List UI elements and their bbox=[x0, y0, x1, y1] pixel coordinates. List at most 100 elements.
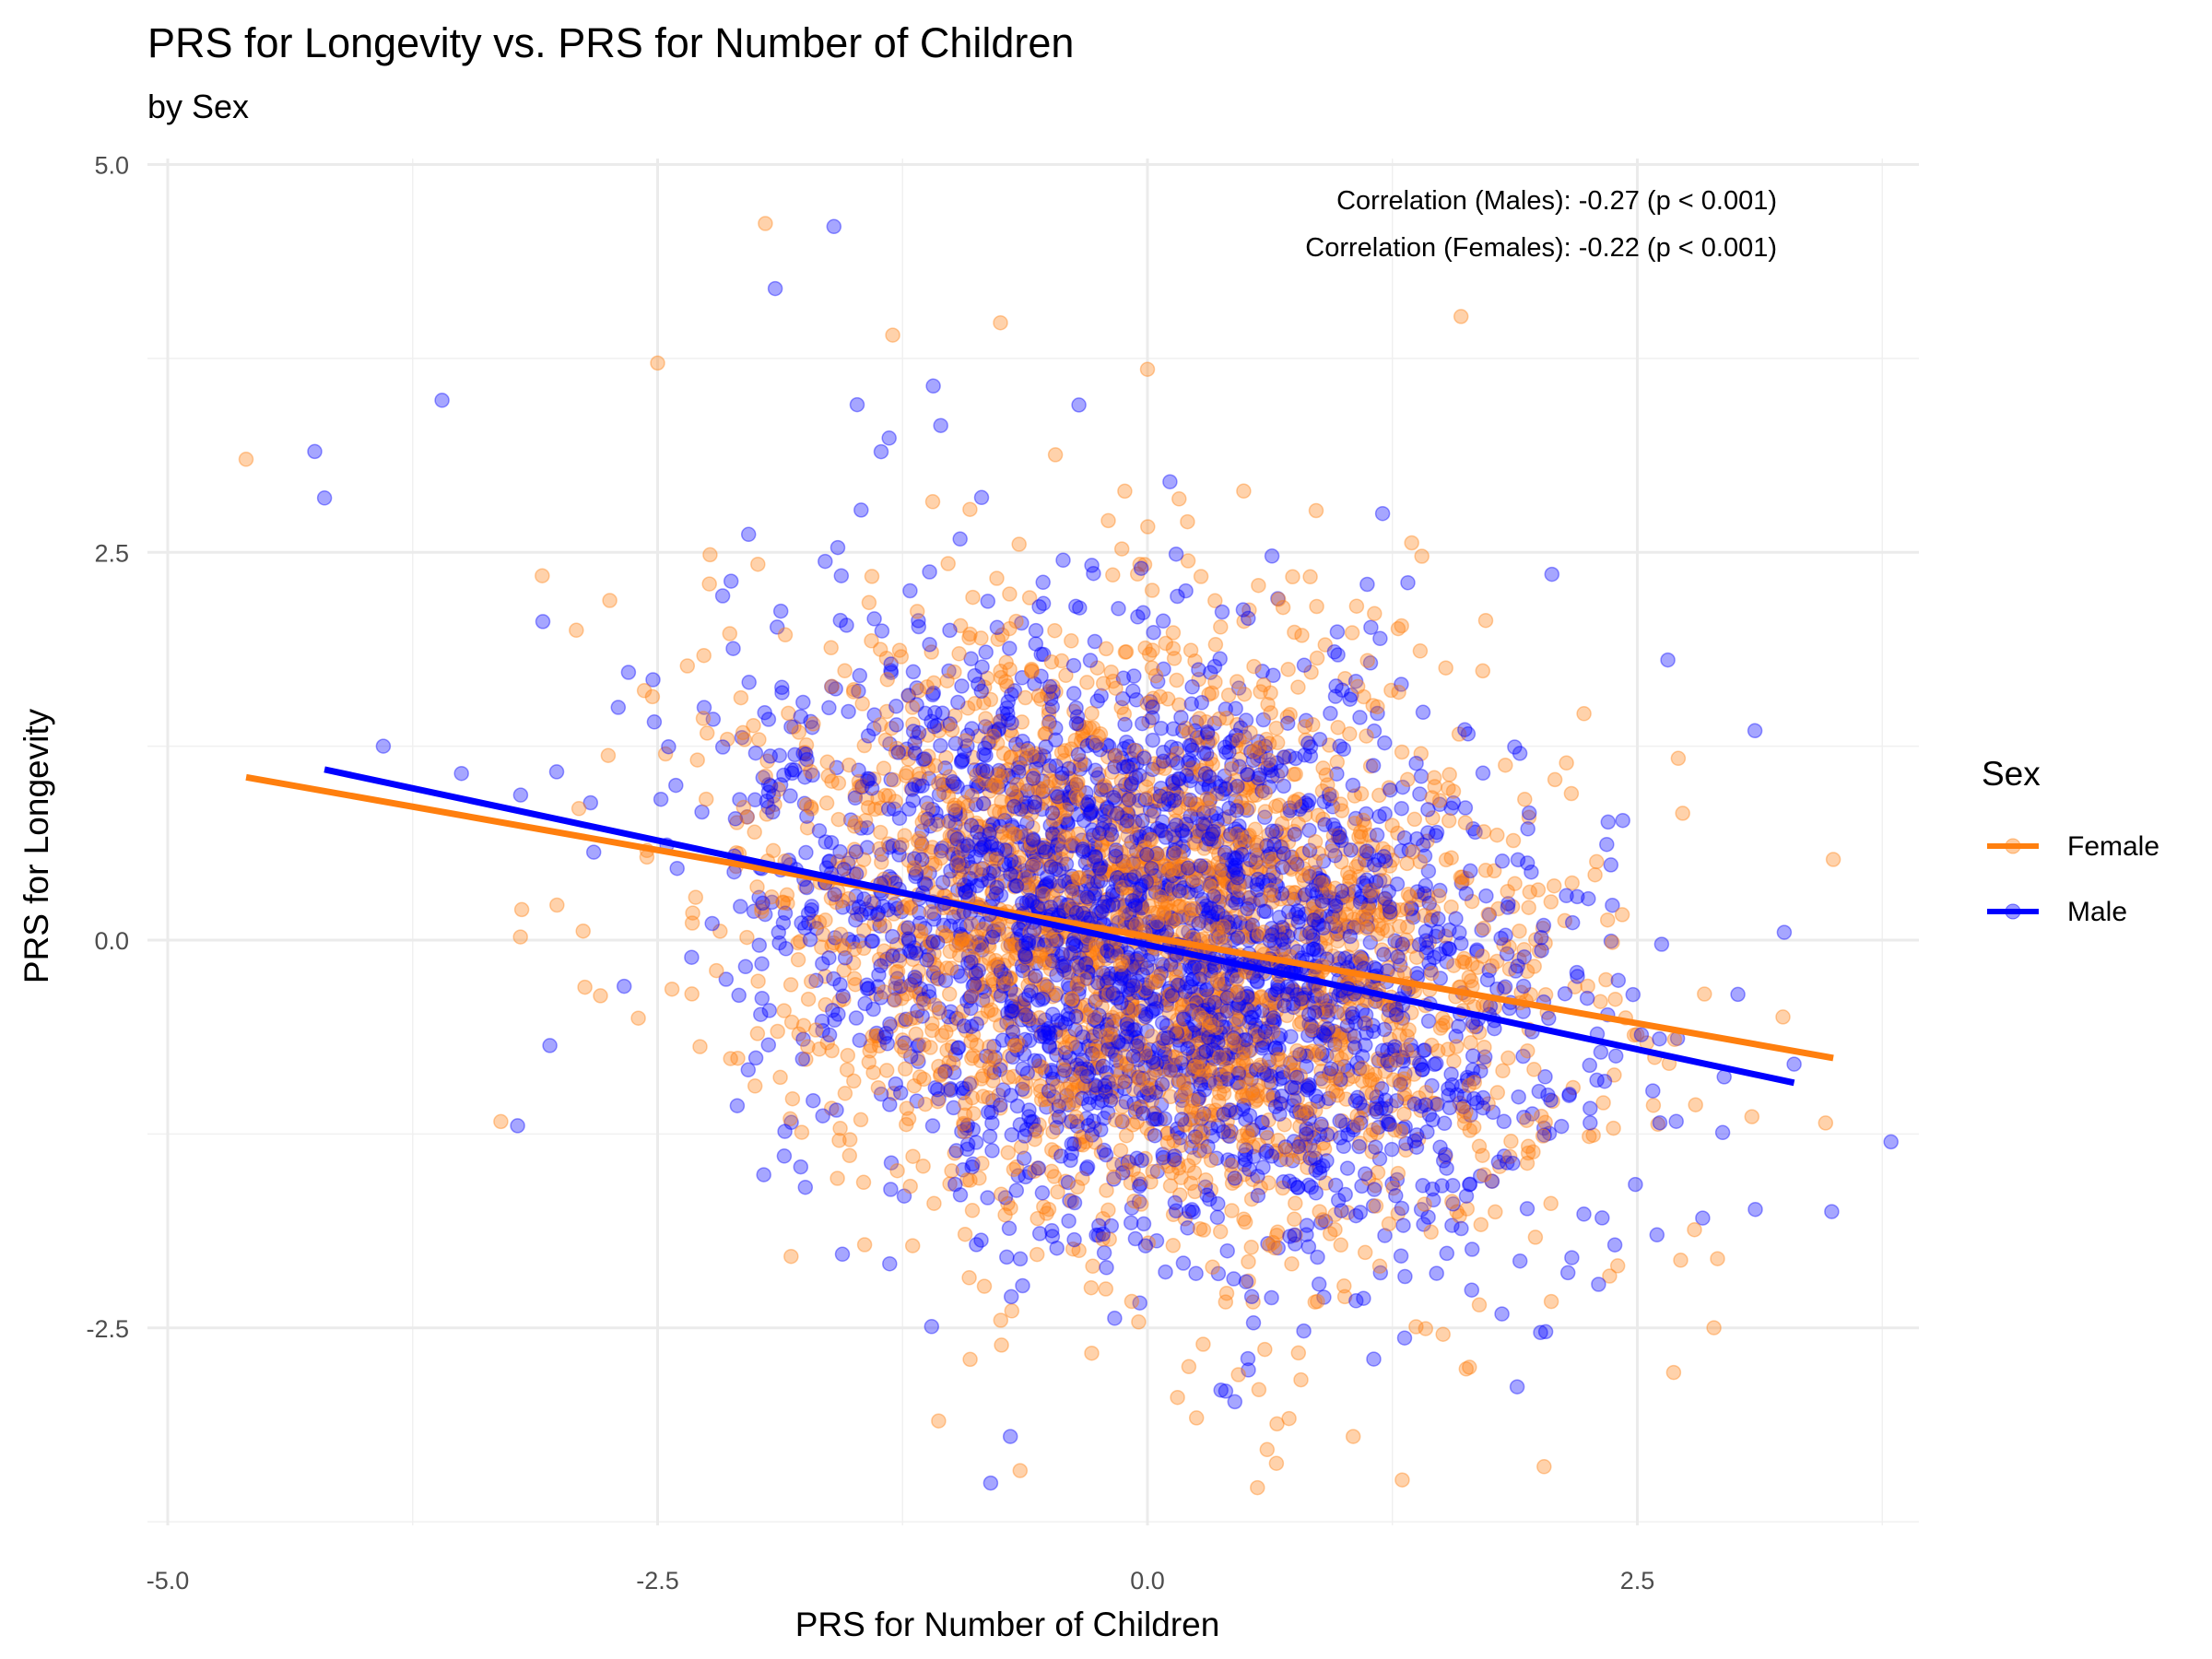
data-point-male bbox=[1175, 1009, 1192, 1026]
data-point-male bbox=[1063, 946, 1079, 962]
data-point-male bbox=[1256, 903, 1272, 919]
data-point-male bbox=[1334, 1203, 1349, 1218]
data-point-female bbox=[1018, 689, 1033, 706]
data-point-male bbox=[1509, 1379, 1525, 1394]
data-point-male bbox=[1188, 1265, 1204, 1281]
data-point-female bbox=[1124, 1018, 1140, 1034]
data-point-male bbox=[1099, 984, 1115, 1000]
data-point-female bbox=[1011, 536, 1027, 552]
data-point-female bbox=[1406, 811, 1423, 828]
data-point-female bbox=[818, 795, 835, 811]
data-point-male bbox=[954, 678, 970, 694]
data-point-male bbox=[1172, 961, 1188, 978]
data-point-male bbox=[830, 539, 846, 556]
data-point-female bbox=[1162, 1062, 1178, 1078]
data-point-female bbox=[1053, 794, 1069, 809]
data-point-male bbox=[1227, 1171, 1242, 1186]
data-point-female bbox=[1176, 900, 1193, 915]
data-point-male bbox=[1393, 1248, 1409, 1264]
data-point-female bbox=[1595, 1095, 1611, 1111]
data-point-male bbox=[1290, 1138, 1307, 1155]
data-point-male bbox=[1003, 982, 1018, 998]
data-point-male bbox=[1496, 1113, 1512, 1130]
data-point-male bbox=[995, 706, 1011, 722]
data-point-female bbox=[701, 576, 717, 592]
data-point-female bbox=[1168, 803, 1183, 818]
data-point-male bbox=[888, 699, 904, 714]
data-point-male bbox=[1230, 891, 1246, 908]
data-point-female bbox=[1308, 502, 1324, 519]
data-point-female bbox=[1097, 777, 1112, 794]
data-point-female bbox=[886, 1086, 901, 1101]
data-point-male bbox=[835, 988, 851, 1005]
data-point-male bbox=[960, 947, 977, 964]
data-point-female bbox=[569, 622, 584, 639]
data-point-female bbox=[1168, 845, 1183, 862]
data-point-female bbox=[1049, 1078, 1065, 1095]
data-point-male bbox=[751, 889, 767, 906]
data-point-female bbox=[951, 864, 967, 880]
data-point-male bbox=[1301, 793, 1317, 808]
data-point-female bbox=[1253, 864, 1268, 880]
data-point-female bbox=[1775, 1009, 1791, 1025]
data-point-female bbox=[1384, 818, 1400, 833]
data-point-female bbox=[1402, 1094, 1418, 1111]
data-point-male bbox=[1394, 800, 1409, 817]
data-point-male bbox=[782, 788, 798, 804]
data-point-male bbox=[1238, 1274, 1254, 1289]
data-point-female bbox=[1336, 1278, 1352, 1294]
data-point-female bbox=[1379, 1113, 1394, 1129]
data-point-female bbox=[1147, 756, 1162, 771]
data-point-female bbox=[1309, 598, 1324, 615]
data-point-male bbox=[797, 1179, 814, 1195]
data-point-male bbox=[1006, 859, 1023, 875]
data-point-female bbox=[1084, 705, 1100, 722]
data-point-female bbox=[1360, 908, 1376, 924]
data-point-female bbox=[1082, 1032, 1099, 1048]
data-point-female bbox=[1079, 675, 1095, 690]
data-point-female bbox=[1085, 1019, 1101, 1036]
data-point-female bbox=[944, 1163, 959, 1179]
data-point-female bbox=[1036, 955, 1053, 971]
data-point-female bbox=[811, 1041, 828, 1057]
data-point-female bbox=[914, 814, 930, 830]
data-point-male bbox=[1003, 1088, 1019, 1103]
data-point-female bbox=[1353, 829, 1370, 844]
data-point-female bbox=[1383, 1098, 1399, 1114]
data-point-male bbox=[1323, 705, 1338, 722]
data-point-female bbox=[1380, 923, 1395, 939]
data-point-male bbox=[1374, 1042, 1391, 1059]
data-point-female bbox=[1521, 809, 1537, 826]
data-point-male bbox=[760, 799, 776, 816]
data-point-male bbox=[1209, 1209, 1226, 1226]
data-point-male bbox=[1221, 800, 1237, 817]
data-point-male bbox=[1264, 1289, 1279, 1306]
data-point-female bbox=[1088, 979, 1103, 994]
data-point-female bbox=[1258, 731, 1275, 747]
data-point-male bbox=[964, 1159, 980, 1175]
data-point-female bbox=[1064, 741, 1079, 757]
data-point-female bbox=[1008, 613, 1024, 629]
data-point-male bbox=[1139, 1023, 1155, 1039]
data-point-male bbox=[1730, 986, 1746, 1003]
data-point-male bbox=[1395, 1218, 1411, 1233]
data-point-female bbox=[1413, 1102, 1429, 1118]
data-point-female bbox=[1259, 1129, 1276, 1146]
data-point-male bbox=[1167, 1194, 1183, 1211]
data-point-male bbox=[1633, 1027, 1650, 1042]
data-point-female bbox=[1087, 1121, 1102, 1136]
data-point-female bbox=[1071, 870, 1088, 886]
data-point-female bbox=[1003, 749, 1019, 765]
data-point-male bbox=[1051, 1109, 1067, 1125]
data-point-male bbox=[1332, 738, 1347, 754]
data-point-female bbox=[1338, 1091, 1354, 1107]
data-point-male bbox=[1210, 1030, 1226, 1046]
data-point-male bbox=[878, 1026, 894, 1041]
data-point-female bbox=[815, 926, 831, 943]
data-point-female bbox=[978, 711, 994, 726]
data-point-female bbox=[1245, 895, 1261, 912]
data-point-female bbox=[847, 787, 864, 804]
data-point-female bbox=[1503, 1134, 1519, 1149]
data-point-male bbox=[922, 564, 937, 580]
data-point-female bbox=[804, 801, 819, 817]
